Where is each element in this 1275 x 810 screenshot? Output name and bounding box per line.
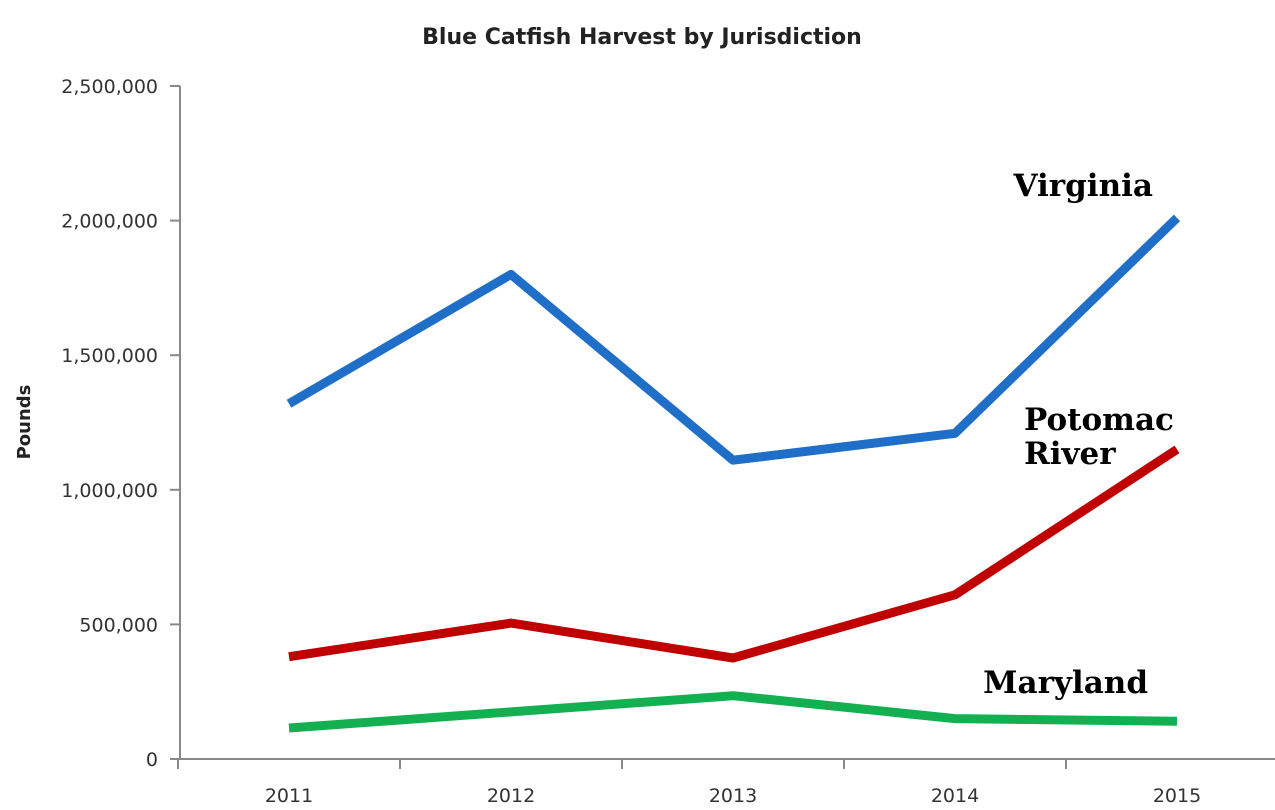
y-tick-label: 2,500,000 (61, 76, 158, 98)
x-tick-label: 2012 (487, 785, 535, 807)
series-label-line: Maryland (983, 665, 1148, 701)
y-tick-label: 1,500,000 (61, 345, 158, 367)
chart-title: Blue Catfish Harvest by Jurisdiction (422, 25, 862, 50)
y-tick-label: 0 (146, 749, 158, 771)
series-label-virginia: Virginia (1013, 168, 1153, 204)
x-tick-label: 2013 (709, 785, 757, 807)
y-tick-label: 2,000,000 (61, 211, 158, 233)
x-tick-label: 2011 (265, 785, 313, 807)
series-label-potomac-river: Potomac River (1024, 402, 1174, 472)
y-axis-ticks: 0 500,000 1,000,000 1,500,000 2,000,000 2,500… (61, 76, 180, 771)
series-labels: Virginia Potomac River Maryland (983, 168, 1174, 701)
series-label-line: Virginia (1013, 168, 1153, 204)
y-tick-label: 1,000,000 (61, 480, 158, 502)
y-tick-label: 500,000 (79, 614, 158, 636)
series-label-line: River (1024, 436, 1116, 472)
y-axis-label: Pounds (14, 385, 35, 460)
series-label-maryland: Maryland (983, 665, 1148, 701)
series-line-maryland (288, 691, 1178, 733)
series-line-potomac-river (288, 445, 1180, 663)
x-tick-label: 2015 (1153, 785, 1201, 807)
x-tick-label: 2014 (931, 785, 979, 807)
series-line-virginia (286, 214, 1181, 465)
series-lines (286, 214, 1181, 733)
series-label-line: Potomac (1024, 402, 1174, 438)
x-axis-ticks: 2011 2012 2013 2014 2015 (177, 759, 1201, 807)
